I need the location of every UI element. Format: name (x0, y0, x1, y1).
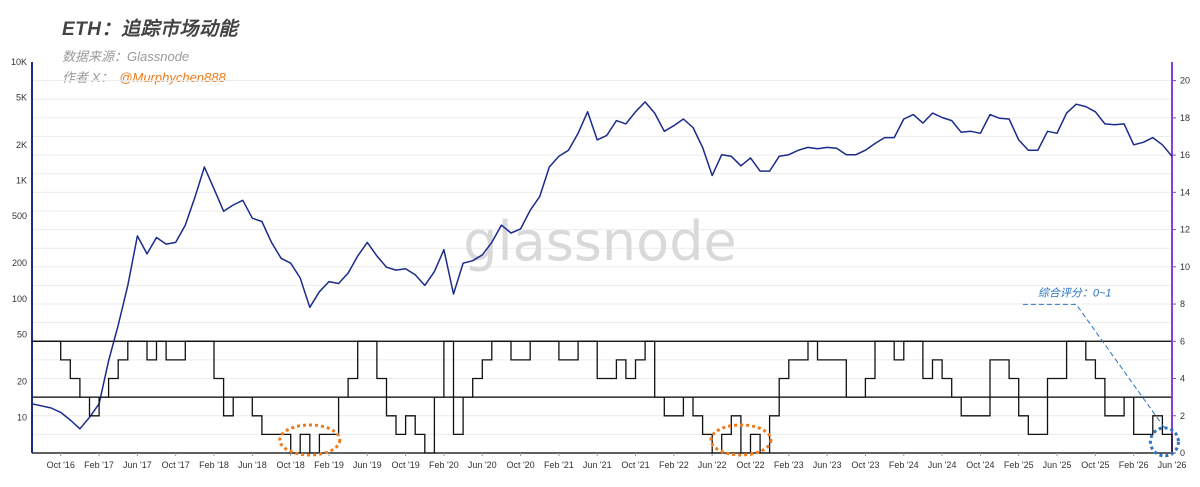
x-tick-label: Jun '20 (468, 460, 497, 470)
x-tick-label: Feb '21 (544, 460, 574, 470)
right-tick-label: 20 (1180, 76, 1190, 86)
annotations: 综合评分：0~1 (1022, 286, 1165, 429)
x-tick-label: Oct '22 (736, 460, 764, 470)
left-tick-label: 50 (17, 330, 27, 340)
annotation-leader-line (1022, 303, 1165, 429)
left-tick-label: 500 (12, 211, 27, 221)
x-axis-ticks: Oct '16 Feb '17 Jun '17 Oct '17 Feb '18 Jun '… (47, 453, 1187, 470)
left-tick-label: 10K (11, 57, 27, 67)
left-tick-label: 10 (17, 412, 27, 422)
highlight-circle-2018 (278, 423, 342, 457)
right-tick-label: 10 (1180, 262, 1190, 272)
right-tick-label: 6 (1180, 336, 1185, 346)
right-tick-label: 18 (1180, 113, 1190, 123)
x-tick-label: Jun '24 (928, 460, 957, 470)
chart-title: ETH：追踪市场动能 (62, 19, 239, 40)
left-tick-label: 100 (12, 294, 27, 304)
left-tick-label: 5K (16, 93, 27, 103)
x-tick-label: Feb '24 (889, 460, 919, 470)
x-tick-label: Oct '21 (621, 460, 649, 470)
x-tick-label: Oct '25 (1081, 460, 1109, 470)
right-tick-label: 12 (1180, 225, 1190, 235)
x-tick-label: Jun '18 (238, 460, 267, 470)
x-tick-label: Oct '16 (47, 460, 75, 470)
right-tick-label: 0 (1180, 448, 1185, 458)
right-tick-label: 16 (1180, 150, 1190, 160)
x-tick-label: Oct '20 (506, 460, 534, 470)
x-tick-label: Oct '18 (277, 460, 305, 470)
author-prefix: 作者 X： (62, 70, 114, 85)
x-tick-label: Oct '19 (391, 460, 419, 470)
score-annotation: 综合评分：0~1 (1038, 286, 1112, 299)
watermark: glassnode (463, 210, 736, 273)
left-tick-label: 2K (16, 140, 27, 150)
highlight-circle-2022 (709, 423, 773, 457)
x-tick-label: Feb '17 (84, 460, 114, 470)
x-tick-label: Feb '23 (774, 460, 804, 470)
x-tick-label: Jun '22 (698, 460, 727, 470)
score-reference-lines (32, 340, 1172, 454)
right-tick-label: 8 (1180, 299, 1185, 309)
x-tick-label: Oct '23 (851, 460, 879, 470)
author-credit: 作者 X： @Murphychen888 (62, 67, 226, 86)
highlight-circle-latest (1148, 426, 1180, 458)
x-tick-label: Feb '19 (314, 460, 344, 470)
x-tick-label: Feb '20 (429, 460, 459, 470)
series-lines (31, 101, 1173, 454)
data-source: 数据来源：Glassnode (62, 49, 190, 64)
highlight-circles (278, 423, 1180, 458)
x-tick-label: Feb '25 (1004, 460, 1034, 470)
x-tick-label: Feb '22 (659, 460, 689, 470)
left-tick-label: 1K (16, 175, 27, 185)
x-tick-label: Feb '26 (1119, 460, 1149, 470)
right-tick-label: 14 (1180, 187, 1190, 197)
x-tick-label: Jun '21 (583, 460, 612, 470)
x-tick-label: Feb '18 (199, 460, 229, 470)
x-tick-label: Jun '19 (353, 460, 382, 470)
x-tick-label: Jun '26 (1158, 460, 1187, 470)
right-tick-label: 4 (1180, 374, 1185, 384)
x-tick-label: Jun '23 (813, 460, 842, 470)
right-tick-label: 2 (1180, 411, 1185, 421)
left-tick-label: 20 (17, 377, 27, 387)
left-axis-ticks: 10K 5K 2K 1K 500 200 100 50 20 10 (11, 57, 27, 422)
x-tick-label: Jun '17 (123, 460, 152, 470)
author-handle[interactable]: @Murphychen888 (119, 70, 226, 85)
left-tick-label: 200 (12, 258, 27, 268)
x-tick-label: Jun '25 (1043, 460, 1072, 470)
price-line (31, 101, 1173, 430)
score-step-line (32, 340, 1173, 454)
x-tick-label: Oct '24 (966, 460, 994, 470)
x-tick-label: Oct '17 (162, 460, 190, 470)
axes (31, 62, 1173, 453)
